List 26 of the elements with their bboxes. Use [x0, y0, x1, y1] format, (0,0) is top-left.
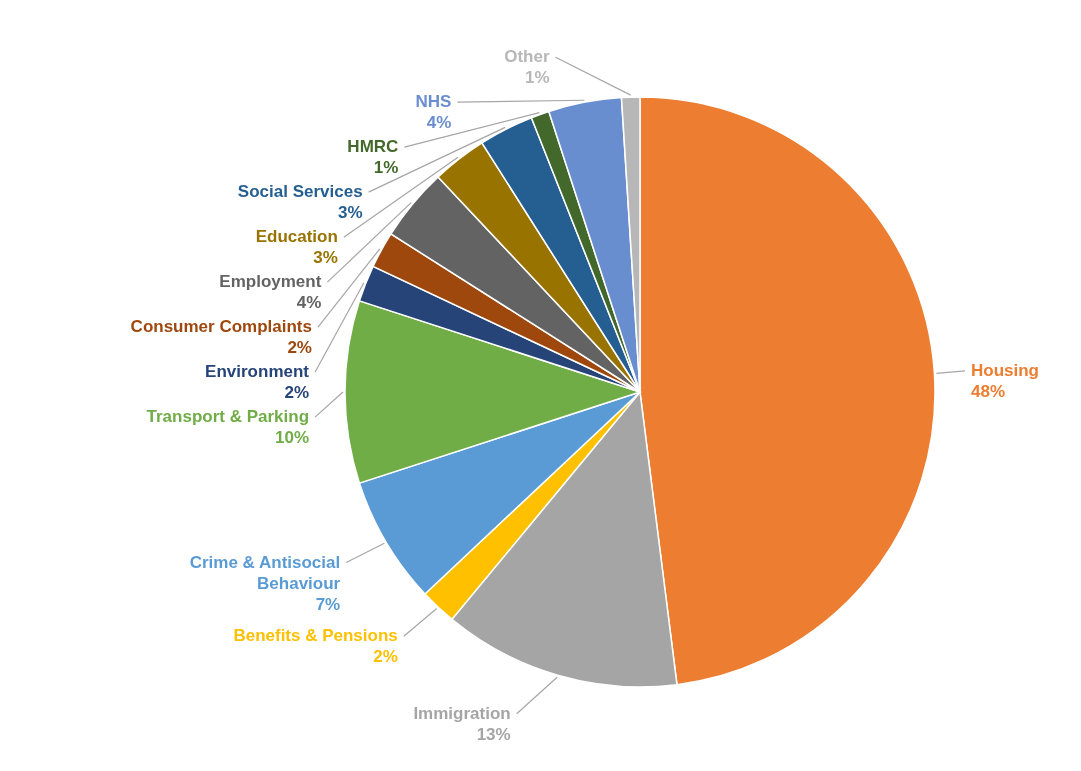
slice-label: Other [504, 47, 550, 67]
slice-label: Transport & Parking [146, 407, 310, 427]
slice-label: HMRC [347, 137, 399, 157]
data-label: 10% [275, 428, 310, 448]
slice-label: NHS [415, 92, 452, 112]
slice-label: Housing [971, 360, 1039, 380]
slice-label: Crime & Antisocial Behaviour [189, 552, 341, 593]
slice-label: Social Services [237, 182, 363, 202]
slice-label: Environment [205, 362, 310, 382]
data-label: 4% [296, 293, 322, 313]
slice-label: Immigration [413, 703, 511, 723]
data-label: 4% [426, 113, 452, 133]
slice-label: Employment [219, 272, 322, 292]
data-label: 1% [524, 68, 550, 88]
data-label: 2% [287, 338, 312, 358]
data-label: 2% [373, 647, 398, 667]
slice-label: Consumer Complaints [130, 317, 312, 337]
data-label: 3% [313, 248, 338, 268]
data-label: 1% [373, 158, 399, 178]
data-label: 2% [284, 383, 309, 403]
slice-label: Education [255, 227, 338, 247]
data-label: 48% [971, 381, 1006, 401]
slice-label: Benefits & Pensions [233, 626, 398, 646]
data-label: 3% [338, 203, 363, 223]
data-label: 13% [476, 724, 511, 744]
data-label: 7% [315, 594, 341, 614]
